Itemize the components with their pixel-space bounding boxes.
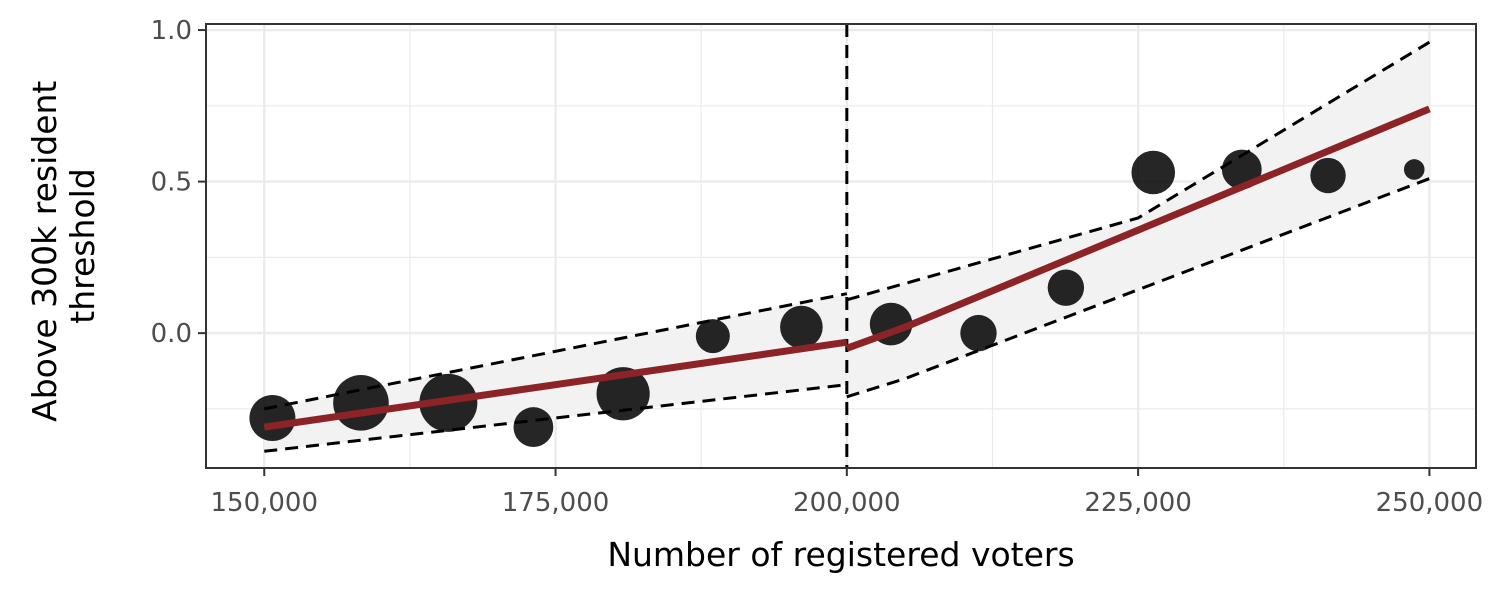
data-point-14 xyxy=(1403,159,1425,180)
data-point-2 xyxy=(333,375,389,431)
x-tick-label: 250,000 xyxy=(1376,488,1484,518)
fit-lines xyxy=(263,105,1431,431)
y-axis-ticks: 0.0 0.5 1.0 xyxy=(151,16,206,349)
y-axis-title: Above 300k resident threshold xyxy=(25,70,102,422)
x-axis-ticks: 150,000 175,000 200,000 225,000 250,000 xyxy=(210,468,1483,518)
x-axis-title: Number of registered voters xyxy=(607,535,1074,574)
data-point-4 xyxy=(513,407,554,447)
data-point-11 xyxy=(1131,150,1176,195)
y-axis-title-line-2: threshold xyxy=(63,168,102,323)
data-point-5 xyxy=(596,367,650,421)
data-point-1 xyxy=(249,394,296,441)
data-point-6 xyxy=(695,319,730,354)
y-axis-title-line-1: Above 300k resident xyxy=(25,81,64,422)
x-tick-label: 175,000 xyxy=(502,488,610,518)
data-point-10 xyxy=(1047,269,1085,306)
y-tick-label: 0.5 xyxy=(151,168,192,198)
y-tick-label: 1.0 xyxy=(151,16,192,46)
x-tick-label: 200,000 xyxy=(793,488,901,518)
fit-line-right xyxy=(845,105,1431,352)
data-point-9 xyxy=(960,314,997,352)
data-point-13 xyxy=(1310,157,1346,194)
panel-border xyxy=(205,23,1477,469)
y-tick-label: 0.0 xyxy=(151,319,192,349)
ci-upper-right xyxy=(846,40,1431,302)
data-point-7 xyxy=(780,305,823,349)
fit-line-left xyxy=(263,338,848,431)
x-tick-label: 225,000 xyxy=(1084,488,1192,518)
ci-upper-left xyxy=(264,292,848,411)
x-tick-label: 150,000 xyxy=(210,488,318,518)
confidence-lines xyxy=(264,40,1431,453)
ci-lower-left xyxy=(264,383,847,453)
